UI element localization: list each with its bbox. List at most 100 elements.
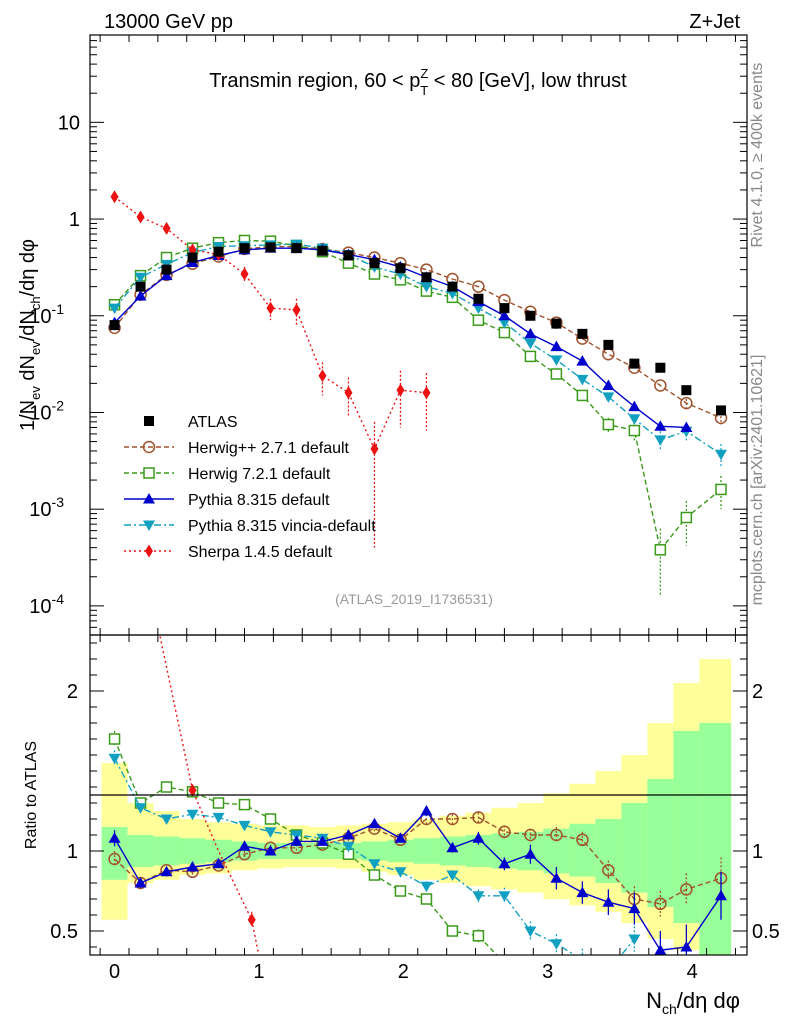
ratio-point-vincia: [342, 841, 355, 853]
ratio-point-herwigpp: [498, 825, 511, 839]
ratio-point-herwig7: [394, 885, 407, 897]
ratio-point-vincia: [186, 809, 199, 821]
ratio-point-herwig7: [472, 930, 485, 942]
ratio-point-pythia: [316, 835, 329, 846]
main-point-sherpa: [266, 301, 275, 315]
x-tick-label: 3: [542, 961, 553, 983]
main-point-sherpa: [110, 190, 119, 204]
ratio-point-herwigpp: [602, 863, 615, 877]
legend-entry-sherpa: Sherpa 1.4.5 default: [124, 544, 333, 561]
plot-title: Transmin region, 60 < pZ T < 80 [GeV], lo…: [209, 66, 627, 98]
ratio-point-vincia: [550, 939, 563, 950]
main-y-tick-label: 1: [69, 209, 80, 231]
main-y-tick-label: 10-1: [29, 301, 64, 328]
ratio-point-vincia: [264, 827, 277, 838]
main-point-herwig7: [524, 350, 537, 363]
ratio-point-pythia: [576, 886, 589, 898]
main-line-sherpa: [114, 196, 427, 451]
main-point-pythia: [680, 421, 693, 432]
ratio-point-vincia: [524, 926, 537, 937]
ratio-point-vincia: [108, 753, 121, 765]
axis-ticks: 10-4 10-3 10-2 10-1 1 10 0.5 0.5 1 1 2 2 0 1 2 3 4: [29, 34, 780, 983]
ratio-point-pythia: [264, 845, 277, 856]
ratio-point-pythia: [524, 848, 537, 859]
main-point-sherpa: [292, 303, 301, 317]
main-point-atlas: [603, 339, 614, 350]
main-point-vincia: [602, 392, 615, 403]
ratio-point-pythia: [342, 829, 355, 840]
main-point-atlas: [629, 358, 640, 369]
main-point-atlas: [239, 243, 250, 254]
legend-marker: [142, 440, 156, 454]
main-point-atlas: [551, 318, 562, 329]
band-green-bin: [699, 723, 732, 955]
main-point-sherpa: [370, 442, 379, 456]
main-point-pythia: [576, 355, 589, 366]
main-y-tick-label: 10-2: [29, 397, 64, 424]
ratio-point-pythia: [680, 941, 693, 952]
main-point-atlas: [291, 243, 302, 254]
main-point-atlas: [369, 258, 380, 269]
ratio-point-pythia: [238, 840, 251, 851]
ratio-point-pythia: [394, 832, 407, 843]
ratio-point-herwig7: [499, 958, 509, 968]
ratio-point-vincia: [238, 820, 251, 832]
main-point-atlas: [265, 242, 276, 253]
ratio-point-herwigpp: [446, 812, 459, 826]
ratio-point-vincia: [446, 870, 459, 881]
band-green-bin: [309, 843, 336, 859]
main-line-herwigpp: [113, 245, 722, 419]
ratio-point-herwigpp: [472, 811, 485, 824]
ratio-point-herwig7: [446, 925, 459, 937]
main-point-pythia: [550, 340, 563, 352]
band-green-bin: [595, 819, 622, 883]
ratio-point-herwig7: [238, 798, 251, 811]
legend-label: Herwig 7.2.1 default: [188, 466, 331, 483]
legend-entry-herwigpp: Herwig++ 2.7.1 default: [124, 440, 350, 457]
main-point-vincia: [134, 272, 147, 284]
ratio-point-vincia: [212, 812, 225, 824]
ratio-point-pythia: [446, 841, 459, 853]
band-green-bin: [413, 838, 440, 864]
main-point-atlas: [655, 362, 666, 373]
main-point-pythia: [134, 290, 147, 301]
main-series-sherpa: [110, 190, 431, 548]
ratio-point-pythia: [550, 872, 563, 883]
band-green-bin: [127, 835, 154, 867]
analysis-watermark: (ATLAS_2019_I1736531): [335, 591, 493, 607]
main-point-herwigpp: [680, 396, 693, 410]
main-point-herwig7: [576, 389, 589, 402]
ratio-point-herwig7: [212, 797, 225, 809]
main-point-sherpa: [162, 221, 171, 235]
ratio-point-vincia: [134, 803, 147, 814]
main-y-tick-label: 10-3: [29, 494, 64, 521]
main-series-atlas: [109, 242, 727, 416]
ratio-point-herwig7: [108, 733, 121, 745]
main-point-vincia: [628, 414, 641, 425]
legend-label: Herwig++ 2.7.1 default: [188, 440, 350, 457]
main-point-vincia: [420, 282, 433, 293]
main-point-vincia: [108, 303, 121, 315]
main-point-sherpa: [344, 386, 353, 400]
band-green-bin: [621, 803, 648, 893]
ratio-line-pythia: [113, 809, 722, 951]
main-point-atlas: [447, 281, 458, 292]
ratio-y-tick-label-right: 0.5: [752, 921, 780, 943]
band-green-bin: [647, 779, 674, 907]
main-series-herwigpp: [108, 240, 728, 425]
main-point-herwigpp: [472, 280, 485, 293]
main-point-atlas: [716, 405, 727, 416]
ratio-point-pythia: [628, 902, 641, 914]
ratio-y-tick-label-right: 1: [752, 841, 763, 863]
ratio-point-pythia: [498, 857, 511, 869]
main-point-atlas: [343, 250, 354, 261]
main-point-vincia: [524, 338, 537, 350]
main-point-vincia: [498, 318, 511, 329]
band-green-bin: [179, 838, 206, 864]
ratio-point-herwigpp: [524, 828, 537, 842]
mcplots-label: mcplots.cern.ch [arXiv:2401.10621]: [749, 355, 766, 606]
legend-entry-pythia: Pythia 8.315 default: [124, 492, 330, 509]
main-point-atlas: [395, 263, 406, 274]
ratio-panel-frame: [89, 634, 748, 956]
